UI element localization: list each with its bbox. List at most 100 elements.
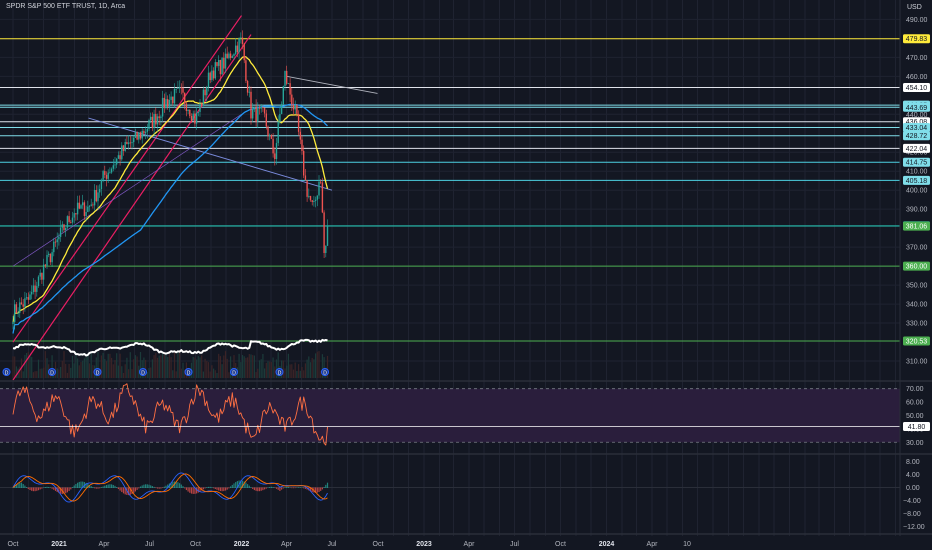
volume-bar bbox=[260, 359, 262, 378]
volume-bar bbox=[126, 357, 128, 378]
candle-body bbox=[326, 226, 329, 246]
volume-bar bbox=[151, 359, 153, 378]
macd-histogram-bar bbox=[190, 487, 193, 494]
price-tick-label: 350.00 bbox=[906, 283, 928, 290]
macd-histogram-bar bbox=[211, 487, 213, 488]
time-tick-label: Oct bbox=[8, 541, 19, 548]
candle-body bbox=[170, 96, 172, 100]
candle-body bbox=[299, 131, 301, 140]
candle-body bbox=[97, 192, 99, 202]
volume-bar bbox=[304, 363, 306, 378]
macd-histogram-bar bbox=[274, 487, 276, 489]
volume-bar bbox=[204, 358, 206, 378]
dividend-marker-letter: D bbox=[50, 371, 54, 377]
level-price-tag bbox=[903, 175, 930, 185]
macd-histogram-bar bbox=[241, 480, 244, 488]
candle-body bbox=[245, 60, 247, 81]
rsi-tick-label: 60.00 bbox=[906, 400, 924, 407]
candle-body bbox=[303, 150, 305, 176]
volume-bar bbox=[61, 360, 63, 378]
volume-bar bbox=[37, 359, 40, 378]
candle-body bbox=[75, 213, 77, 215]
volume-bar bbox=[109, 353, 111, 378]
candle-body bbox=[161, 97, 164, 117]
trend-drawings[interactable] bbox=[12, 15, 378, 381]
macd-histogram-bar bbox=[228, 487, 230, 489]
candle-body bbox=[109, 172, 111, 174]
level-price-text: 454.10 bbox=[906, 85, 928, 92]
candle-body bbox=[314, 199, 317, 201]
volume-bar bbox=[12, 356, 14, 378]
candle-body bbox=[292, 104, 295, 110]
macd-histogram-bar bbox=[223, 487, 225, 492]
pane-bands bbox=[0, 388, 900, 443]
level-price-tag bbox=[903, 261, 930, 271]
macd-histogram-bar bbox=[160, 487, 162, 489]
moving-averages bbox=[12, 56, 329, 334]
dividend-marker-icon bbox=[93, 368, 102, 376]
macd-histogram-bar bbox=[26, 487, 28, 488]
macd-pane[interactable] bbox=[0, 472, 900, 503]
macd-histogram-bar bbox=[226, 487, 228, 490]
candle-body bbox=[122, 145, 125, 151]
macd-histogram-bar bbox=[65, 487, 67, 494]
candle-body bbox=[286, 70, 288, 84]
rsi-tick-label: 70.00 bbox=[906, 386, 924, 393]
horizontal-levels[interactable] bbox=[0, 38, 900, 342]
symbol-title[interactable]: SPDR S&P 500 ETF TRUST, 1D, Arca bbox=[6, 3, 126, 10]
volume-bar bbox=[73, 363, 75, 378]
volume-bar bbox=[87, 354, 89, 378]
candlesticks[interactable] bbox=[12, 30, 329, 330]
macd-histogram-bar bbox=[167, 484, 169, 488]
macd-histogram-bar bbox=[32, 487, 34, 492]
volume-bar bbox=[145, 359, 147, 378]
macd-histogram-bar bbox=[209, 486, 211, 488]
volume-bar bbox=[15, 366, 17, 378]
level-price-tag bbox=[903, 102, 930, 112]
volume-bar bbox=[192, 356, 194, 378]
candle-body bbox=[325, 245, 327, 253]
volume-bar bbox=[121, 366, 123, 378]
candle-body bbox=[37, 276, 40, 287]
volume-bar bbox=[213, 368, 215, 378]
time-tick-label: 2023 bbox=[416, 541, 432, 548]
time-tick-label: Jul bbox=[510, 541, 519, 548]
candle-body bbox=[133, 137, 135, 143]
macd-histogram-bar bbox=[124, 487, 126, 495]
macd-histogram-bar bbox=[321, 487, 323, 490]
candle-body bbox=[316, 195, 318, 200]
volume-bar bbox=[320, 370, 322, 378]
macd-histogram-bar bbox=[248, 485, 250, 488]
candle-body bbox=[87, 206, 89, 213]
rsi-pane[interactable] bbox=[0, 383, 900, 446]
candle-body bbox=[134, 132, 137, 138]
candle-body bbox=[185, 103, 188, 111]
rsi-tick-label: 30.00 bbox=[906, 440, 924, 447]
candle-body bbox=[277, 121, 279, 144]
macd-histogram-bar bbox=[19, 482, 21, 488]
volume-ma-line bbox=[12, 338, 328, 357]
candle-body bbox=[139, 132, 142, 139]
candle-body bbox=[42, 264, 45, 280]
volume-bar bbox=[180, 368, 182, 378]
pane-separators[interactable] bbox=[0, 0, 932, 536]
macd-histogram-bar bbox=[44, 486, 46, 488]
candle-body bbox=[153, 113, 155, 129]
candle-body bbox=[167, 99, 169, 107]
macd-histogram-bar bbox=[291, 487, 293, 489]
macd-tick-label: −12.00 bbox=[903, 524, 925, 531]
volume-bar bbox=[105, 361, 108, 378]
time-axis[interactable]: Oct 2021 Apr Jul Oct 2022 Apr Jul Oct 2023 Apr Jul O… bbox=[8, 541, 691, 548]
macd-histogram-bar bbox=[20, 482, 23, 488]
volume-bar bbox=[26, 352, 28, 378]
macd-histogram-bar bbox=[192, 487, 194, 494]
macd-histogram-bar bbox=[287, 486, 289, 488]
macd-histogram-bar bbox=[121, 487, 123, 493]
macd-histogram-bar bbox=[172, 481, 174, 488]
macd-histogram-bar bbox=[151, 486, 153, 488]
macd-histogram-bar bbox=[252, 487, 254, 490]
volume-bar bbox=[160, 355, 162, 378]
volume-bar bbox=[158, 355, 160, 378]
